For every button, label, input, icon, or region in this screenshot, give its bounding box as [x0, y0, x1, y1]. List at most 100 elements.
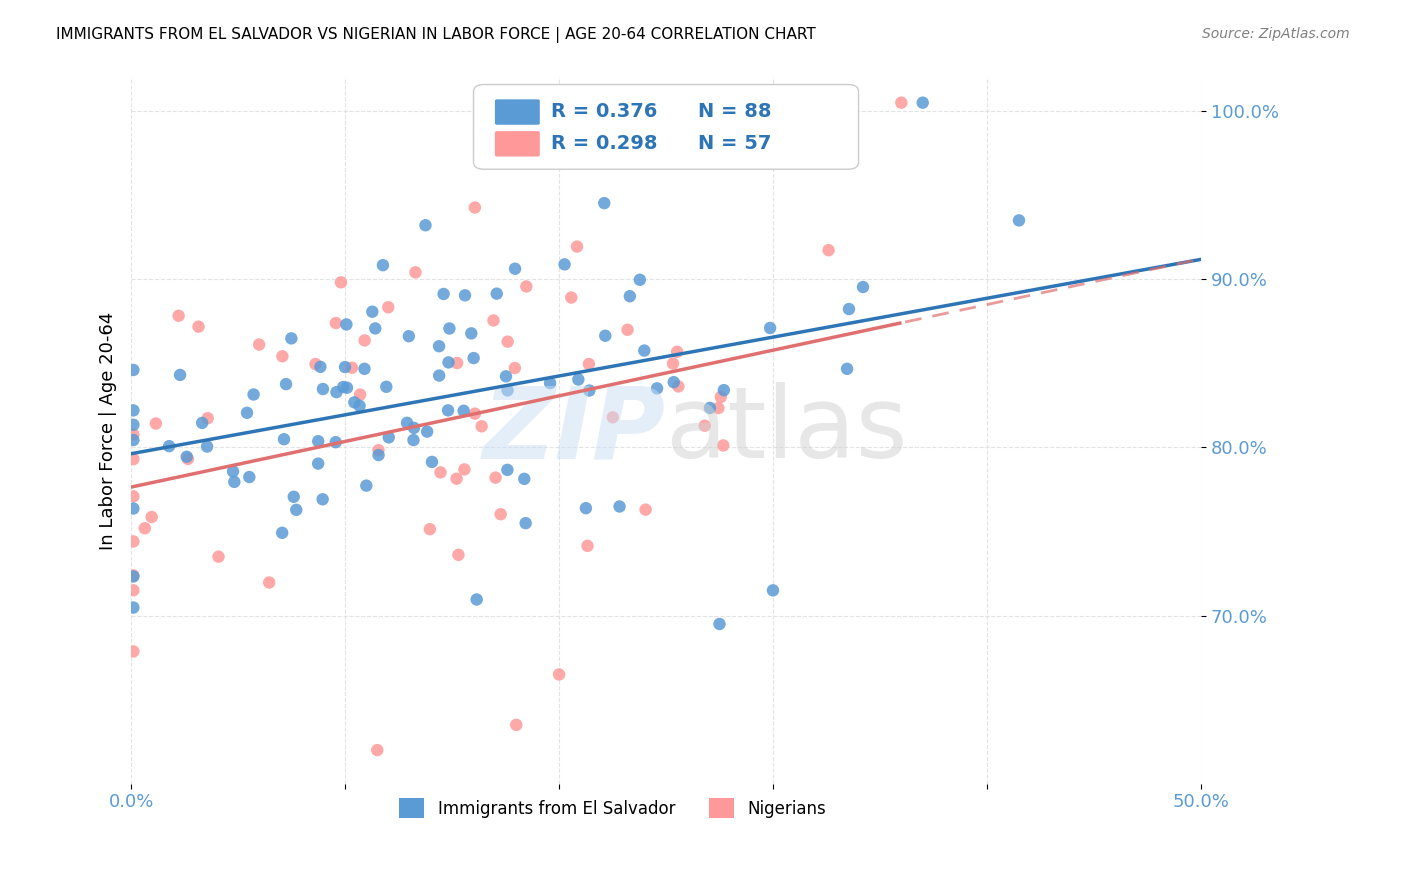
Point [333, 360, 356, 375]
Point [446, 472, 468, 486]
Point [122, 363, 145, 377]
Point [464, 201, 486, 215]
Point [238, 470, 260, 484]
Point [122, 489, 145, 503]
Point [419, 522, 441, 536]
Point [890, 95, 912, 110]
Point [710, 390, 733, 404]
Point [593, 328, 616, 343]
Point [429, 466, 451, 480]
Point [353, 334, 375, 348]
Point [274, 377, 297, 392]
Point [395, 416, 418, 430]
Point [454, 288, 477, 302]
Point [312, 382, 335, 396]
Point [122, 452, 145, 467]
Point [349, 387, 371, 401]
Point [1008, 213, 1031, 227]
Point [505, 718, 527, 732]
Point [496, 463, 519, 477]
Point [207, 549, 229, 564]
Point [122, 403, 145, 417]
Point [367, 448, 389, 462]
Point [713, 383, 735, 397]
Point [197, 411, 219, 425]
Point [122, 501, 145, 516]
Point [453, 462, 475, 476]
Point [145, 417, 167, 431]
Point [375, 380, 398, 394]
Point [485, 286, 508, 301]
Point [439, 321, 461, 335]
Point [578, 357, 600, 371]
Point [242, 387, 264, 401]
Point [619, 289, 641, 303]
Point [420, 455, 443, 469]
Point [447, 548, 470, 562]
Point [309, 359, 332, 374]
Point [271, 349, 294, 363]
Point [247, 337, 270, 351]
Point [634, 502, 657, 516]
Point [335, 318, 357, 332]
Point [134, 521, 156, 535]
Point [222, 465, 245, 479]
Point [838, 301, 860, 316]
Point [402, 433, 425, 447]
Y-axis label: In Labor Force | Age 20-64: In Labor Force | Age 20-64 [100, 311, 117, 549]
Point [122, 534, 145, 549]
Point [496, 384, 519, 398]
Point [548, 667, 571, 681]
Point [482, 313, 505, 327]
Point [325, 385, 347, 400]
Text: Source: ZipAtlas.com: Source: ZipAtlas.com [1202, 27, 1350, 41]
Point [364, 321, 387, 335]
Point [427, 368, 450, 383]
Point [463, 351, 485, 365]
Point [554, 257, 576, 271]
Point [122, 569, 145, 583]
Point [835, 361, 858, 376]
Point [495, 369, 517, 384]
Point [195, 440, 218, 454]
Point [560, 291, 582, 305]
Point [503, 261, 526, 276]
Point [427, 339, 450, 353]
Point [911, 95, 934, 110]
Point [325, 316, 347, 330]
Point [122, 417, 145, 432]
Point [356, 478, 378, 492]
Point [707, 401, 730, 415]
Point [167, 309, 190, 323]
Point [122, 433, 145, 447]
Point [709, 617, 731, 632]
FancyBboxPatch shape [495, 99, 540, 125]
Text: N = 88: N = 88 [699, 102, 772, 120]
Point [593, 196, 616, 211]
Point [304, 357, 326, 371]
Point [666, 379, 689, 393]
Point [177, 451, 200, 466]
Text: ZIP: ZIP [484, 382, 666, 479]
Point [609, 500, 631, 514]
Point [157, 439, 180, 453]
Point [538, 376, 561, 390]
Point [666, 344, 689, 359]
Point [453, 404, 475, 418]
Point [332, 380, 354, 394]
Point [361, 304, 384, 318]
Text: R = 0.376: R = 0.376 [551, 102, 657, 120]
Point [402, 421, 425, 435]
Point [416, 425, 439, 439]
Point [662, 357, 685, 371]
Point [340, 360, 363, 375]
Point [759, 321, 782, 335]
Point [283, 490, 305, 504]
Point [271, 525, 294, 540]
Point [353, 361, 375, 376]
Point [349, 399, 371, 413]
Point [465, 592, 488, 607]
Point [489, 507, 512, 521]
Point [329, 276, 352, 290]
Point [437, 355, 460, 369]
